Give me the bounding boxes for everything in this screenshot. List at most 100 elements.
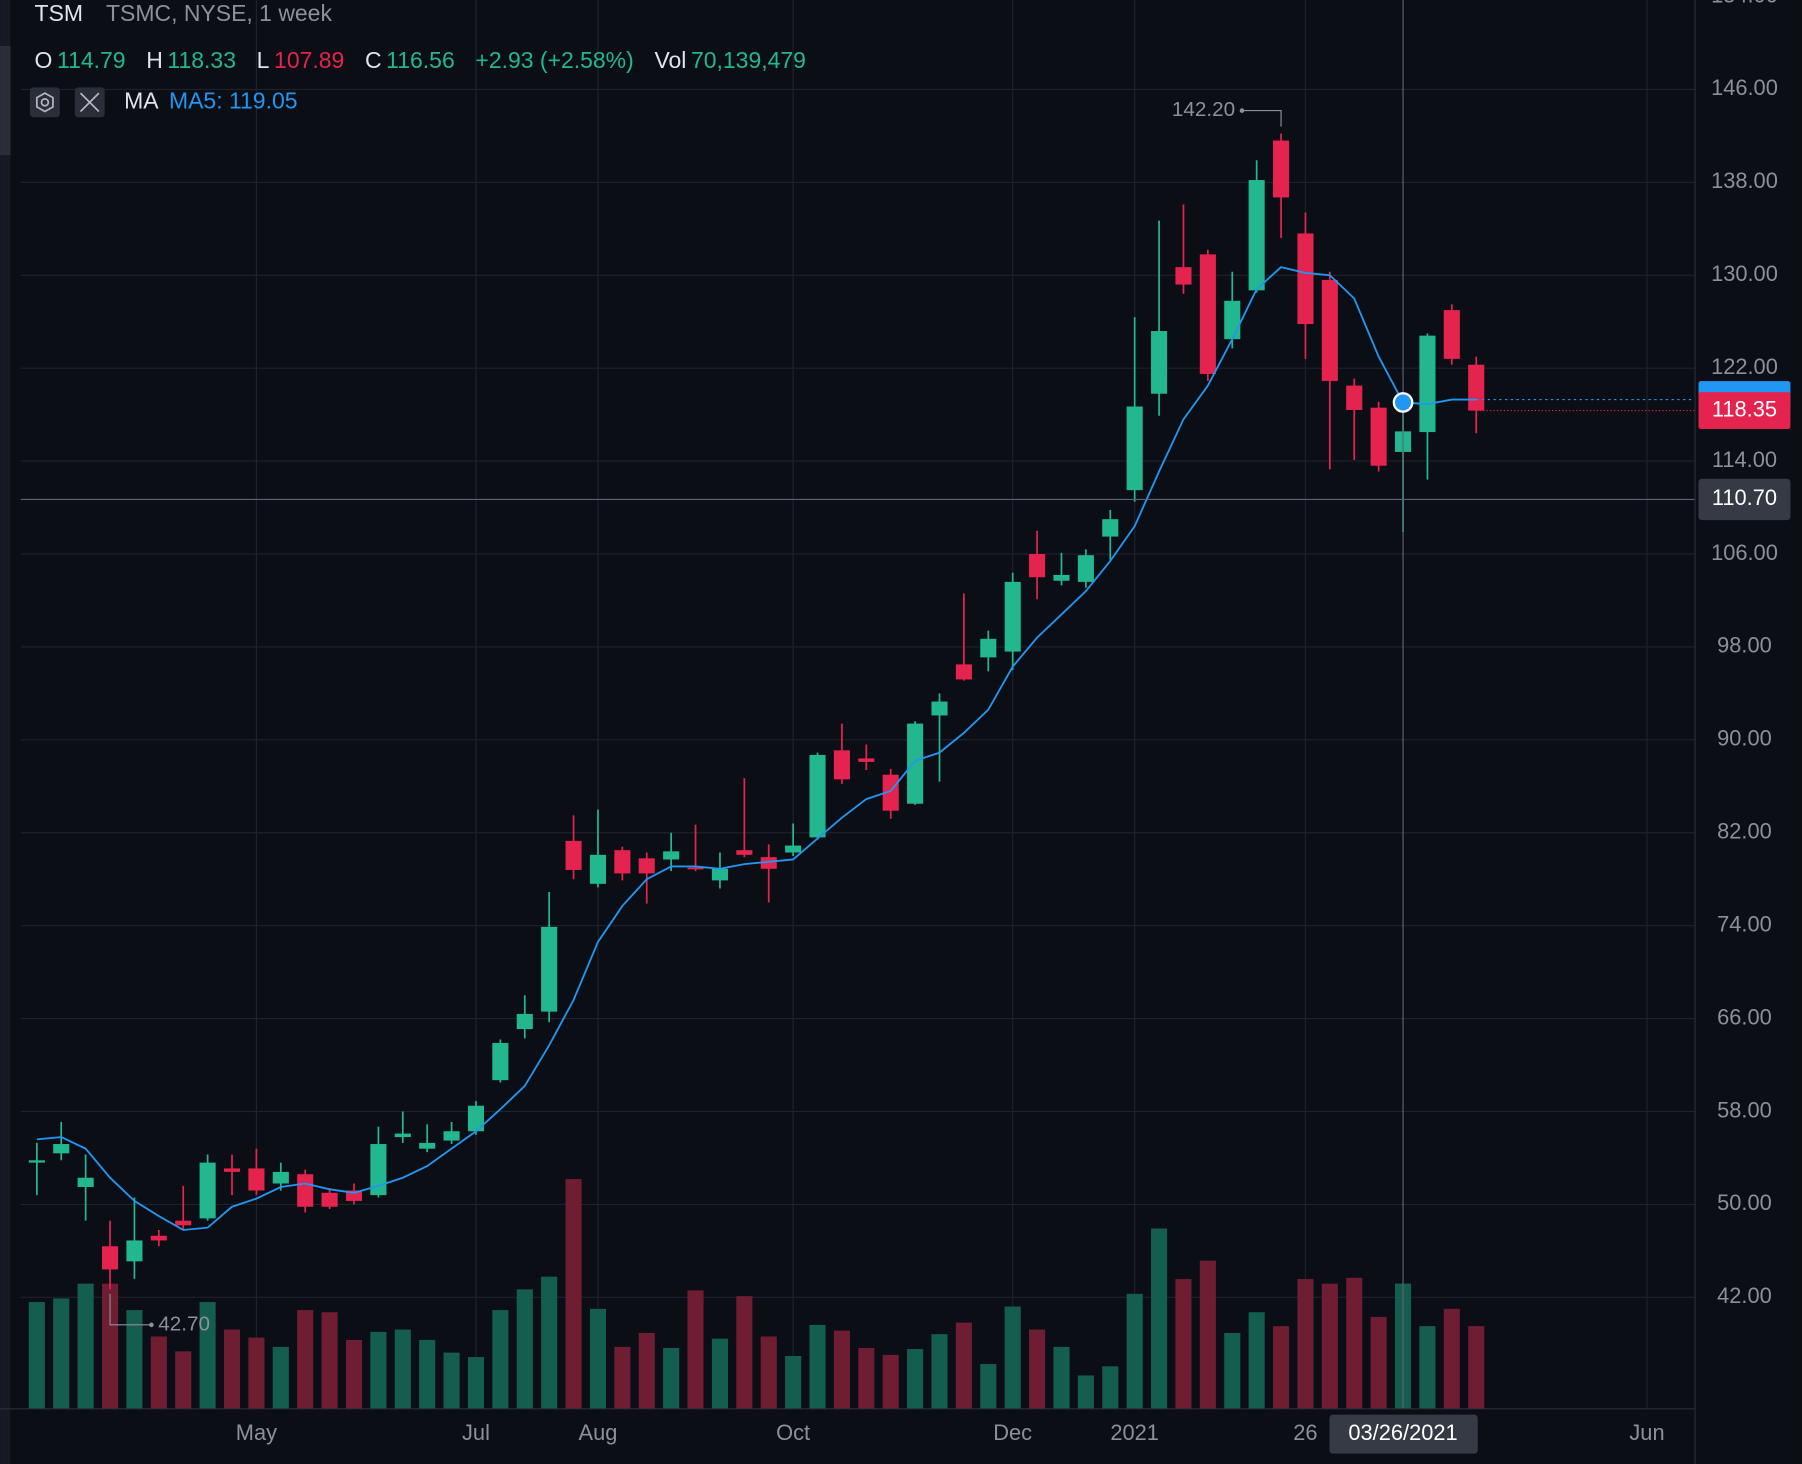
last-price-label: 118.35: [1712, 396, 1777, 421]
volume-bar: [589, 1308, 607, 1409]
candle-body: [687, 867, 704, 870]
candle-body: [1224, 300, 1241, 340]
candle-body: [663, 851, 680, 860]
volume-bar: [1370, 1316, 1387, 1409]
volume-bar: [638, 1332, 655, 1409]
low-marker-dot: [149, 1322, 154, 1328]
last-price-box: [1698, 392, 1791, 429]
volume-bar: [370, 1331, 387, 1409]
volume-bar: [1126, 1293, 1143, 1409]
candle-body: [492, 1042, 509, 1081]
candle-body: [1126, 406, 1143, 491]
grid: [20, 0, 1696, 1409]
legend-value: +2.93 (+2.58%): [475, 47, 633, 73]
candle-body: [1199, 254, 1216, 374]
volume-bar: [760, 1336, 777, 1409]
legend: TSM TSMC, NYSE, 1 week O 114.79 H 118.33 L 107.…: [29, 0, 806, 118]
volume-bar: [931, 1334, 948, 1409]
volume-bar: [1443, 1308, 1460, 1409]
volume-pane: [28, 1179, 1485, 1409]
legend-key: H: [146, 47, 163, 73]
volume-bar: [955, 1322, 972, 1409]
x-tick-label: Aug: [579, 1420, 618, 1445]
candle-body: [1248, 180, 1265, 291]
crosshair-date-box: [1329, 1414, 1478, 1454]
volume-bar: [101, 1283, 119, 1409]
low-marker-line: [109, 1293, 152, 1326]
volume-bar: [858, 1347, 875, 1409]
description: TSMC, NYSE, 1 week: [106, 0, 332, 26]
volume-bar: [1297, 1279, 1314, 1409]
ma-crosshair-dot: [1392, 392, 1414, 413]
volume-bar: [1029, 1329, 1046, 1409]
volume-bar: [77, 1283, 94, 1409]
remove-icon: [79, 92, 100, 113]
y-tick-label: 74.00: [1717, 911, 1772, 936]
x-tick-label: Oct: [776, 1420, 810, 1445]
volume-bar: [833, 1330, 850, 1409]
crosshair-price-label: 110.70: [1712, 485, 1777, 510]
candle-body: [1175, 267, 1192, 285]
settings-icon: [35, 92, 54, 113]
volume-bar: [541, 1276, 558, 1409]
volume-bar: [907, 1349, 924, 1409]
volume-bar: [28, 1302, 45, 1409]
candle-body: [126, 1240, 143, 1262]
volume-bar: [1273, 1326, 1290, 1409]
x-tick-label: 26: [1293, 1420, 1317, 1445]
price-axis: 42.00 50.00 58.00 66.00 74.00 82.00 90.00 98.00…: [236, 0, 1791, 1454]
legend-value: 116.56: [386, 47, 455, 73]
volume-bar: [809, 1324, 826, 1409]
candle-body: [565, 840, 582, 870]
y-tick-label: 146.00: [1711, 75, 1778, 100]
candle-body: [516, 1013, 533, 1030]
candle-body: [760, 857, 777, 869]
y-tick-label: 58.00: [1717, 1097, 1772, 1122]
volume-bar: [1321, 1283, 1338, 1409]
y-tick-label: 130.00: [1711, 261, 1778, 286]
volume-bar: [321, 1312, 338, 1409]
candle-body: [248, 1168, 265, 1191]
symbol: TSM: [35, 0, 83, 26]
settings-icon: [40, 97, 50, 107]
legend-key: O: [35, 47, 53, 73]
legend-value: 118.33: [167, 47, 236, 73]
legend-key: L: [257, 47, 270, 73]
candle-body: [541, 926, 558, 1012]
candle-body: [1321, 279, 1338, 381]
y-tick-label: 42.00: [1717, 1283, 1772, 1308]
candle-body: [1346, 385, 1363, 410]
high-label: 142.20: [1172, 98, 1235, 121]
candle-body: [394, 1133, 411, 1138]
volume-bar: [663, 1347, 680, 1409]
candle-body: [858, 758, 875, 762]
volume-bar: [1053, 1346, 1070, 1409]
candle-body: [980, 638, 997, 658]
candle-body: [443, 1131, 460, 1141]
settings-button[interactable]: [29, 87, 60, 118]
candle-body: [1077, 555, 1094, 582]
y-tick-label: 66.00: [1717, 1004, 1772, 1029]
volume-bar: [1102, 1366, 1119, 1409]
candle-body: [614, 850, 631, 874]
volume-bar: [785, 1355, 802, 1409]
volume-bar: [1346, 1277, 1363, 1409]
volume-bar: [272, 1346, 289, 1409]
y-tick-label: 106.00: [1711, 540, 1778, 565]
candle-body: [1370, 407, 1387, 466]
volume-bar: [882, 1354, 899, 1409]
candle-body: [638, 858, 655, 874]
low-label: 42.70: [158, 1312, 210, 1335]
volume-bar: [150, 1336, 167, 1409]
volume-bar: [248, 1337, 265, 1409]
volume-bar: [175, 1351, 192, 1409]
candle-body: [297, 1174, 314, 1207]
ma-name: MA: [124, 87, 159, 113]
candle-body: [1151, 331, 1168, 394]
candle-body: [1443, 310, 1460, 359]
y-tick-label: 82.00: [1717, 819, 1772, 844]
x-tick-label: Jul: [462, 1420, 490, 1445]
volume-bar: [711, 1338, 728, 1409]
